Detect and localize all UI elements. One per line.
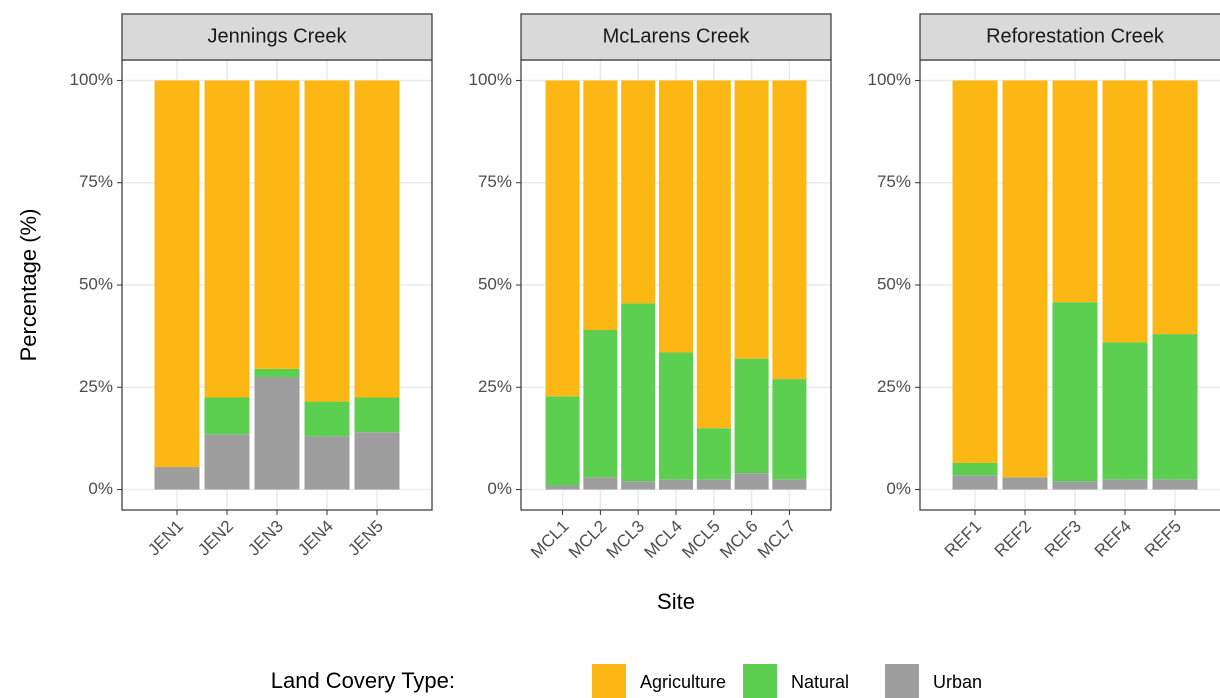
x-tick-label: MCL3 <box>603 517 649 563</box>
bar-segment <box>1052 302 1098 482</box>
x-tick-label: MCL7 <box>754 517 800 563</box>
x-tick-label: REF3 <box>1041 517 1085 561</box>
bar-segment <box>772 479 807 490</box>
bar-segment <box>621 303 656 482</box>
legend-key <box>743 664 777 698</box>
legend-label: Agriculture <box>640 672 726 692</box>
bar-segment <box>1152 479 1198 490</box>
y-tick-label: 50% <box>877 274 911 293</box>
bar-segment <box>545 80 580 397</box>
bar-segment <box>545 485 580 490</box>
y-tick-label: 75% <box>877 172 911 191</box>
x-tick-label: MCL2 <box>565 517 611 563</box>
bar-segment <box>952 462 998 476</box>
bar-segment <box>1052 80 1098 303</box>
y-tick-label: 0% <box>487 479 512 498</box>
bar-segment <box>952 475 998 490</box>
bar-segment <box>254 80 300 369</box>
strip <box>121 13 433 61</box>
bar-segment <box>304 401 350 437</box>
bar-segment <box>204 80 250 398</box>
x-tick-label: MCL1 <box>527 517 573 563</box>
bar-segment <box>304 80 350 402</box>
x-tick-label: JEN3 <box>244 517 287 560</box>
bar-segment <box>658 352 694 480</box>
x-tick-label: JEN5 <box>344 517 387 560</box>
x-tick-label: MCL4 <box>640 517 686 563</box>
strip-title: McLarens Creek <box>603 25 751 47</box>
bar-segment <box>204 434 250 490</box>
bar-segment <box>583 80 618 330</box>
y-tick-label: 25% <box>877 377 911 396</box>
bar-segment <box>304 436 350 490</box>
bar-segment <box>952 80 998 463</box>
x-tick-label: JEN2 <box>194 517 237 560</box>
bar-segment <box>621 80 656 304</box>
y-tick-label: 100% <box>70 70 113 89</box>
y-tick-label: 0% <box>88 479 113 498</box>
legend-label: Natural <box>791 672 849 692</box>
bar-segment <box>1052 481 1098 490</box>
bar-segment <box>354 80 400 398</box>
bar-segment <box>696 80 731 429</box>
y-tick-label: 25% <box>79 377 113 396</box>
x-tick-label: REF5 <box>1141 517 1185 561</box>
y-axis-label: Percentage (%) <box>16 209 41 362</box>
y-tick-label: 0% <box>886 479 911 498</box>
bar-segment <box>1102 80 1148 343</box>
bar-segment <box>734 358 769 474</box>
bar-segment <box>772 80 807 380</box>
bar-segment <box>734 80 769 359</box>
strip-title: Jennings Creek <box>208 25 348 47</box>
bar-segment <box>658 479 694 490</box>
x-tick-label: JEN1 <box>144 517 187 560</box>
bar-segment <box>696 479 731 490</box>
y-tick-label: 75% <box>478 172 512 191</box>
bar-segment <box>1152 80 1198 335</box>
strip-title: Reforestation Creek <box>986 25 1165 47</box>
y-tick-label: 25% <box>478 377 512 396</box>
bar-segment <box>154 467 200 490</box>
y-tick-label: 50% <box>478 274 512 293</box>
y-tick-label: 75% <box>79 172 113 191</box>
bar-segment <box>204 397 250 435</box>
legend-title: Land Covery Type: <box>271 668 455 693</box>
bar-segment <box>621 481 656 490</box>
legend-key <box>592 664 626 698</box>
bar-segment <box>1002 80 1048 478</box>
x-tick-label: REF4 <box>1091 517 1135 561</box>
strip <box>919 13 1220 61</box>
y-tick-label: 100% <box>469 70 512 89</box>
bar-segment <box>354 397 400 433</box>
bar-segment <box>1102 342 1148 480</box>
bar-segment <box>1102 479 1148 490</box>
bar-segment <box>254 377 300 490</box>
bar-segment <box>696 428 731 480</box>
x-axis-label: Site <box>657 589 695 614</box>
legend-key <box>885 664 919 698</box>
bar-segment <box>583 330 618 478</box>
bar-segment <box>1152 334 1198 480</box>
bar-segment <box>658 80 694 353</box>
bar-segment <box>772 379 807 480</box>
bar-segment <box>1002 477 1048 490</box>
x-tick-label: JEN4 <box>294 517 337 560</box>
x-tick-label: REF1 <box>941 517 985 561</box>
bar-segment <box>734 473 769 490</box>
bar-segment <box>583 477 618 490</box>
y-tick-label: 100% <box>868 70 911 89</box>
y-tick-label: 50% <box>79 274 113 293</box>
legend-label: Urban <box>933 672 982 692</box>
x-tick-label: MCL5 <box>678 517 724 563</box>
x-tick-label: REF2 <box>991 517 1035 561</box>
strip <box>520 13 832 61</box>
x-tick-label: MCL6 <box>716 517 762 563</box>
bar-segment <box>545 396 580 486</box>
bar-segment <box>254 368 300 378</box>
bar-segment <box>154 80 200 468</box>
bar-segment <box>354 432 400 490</box>
